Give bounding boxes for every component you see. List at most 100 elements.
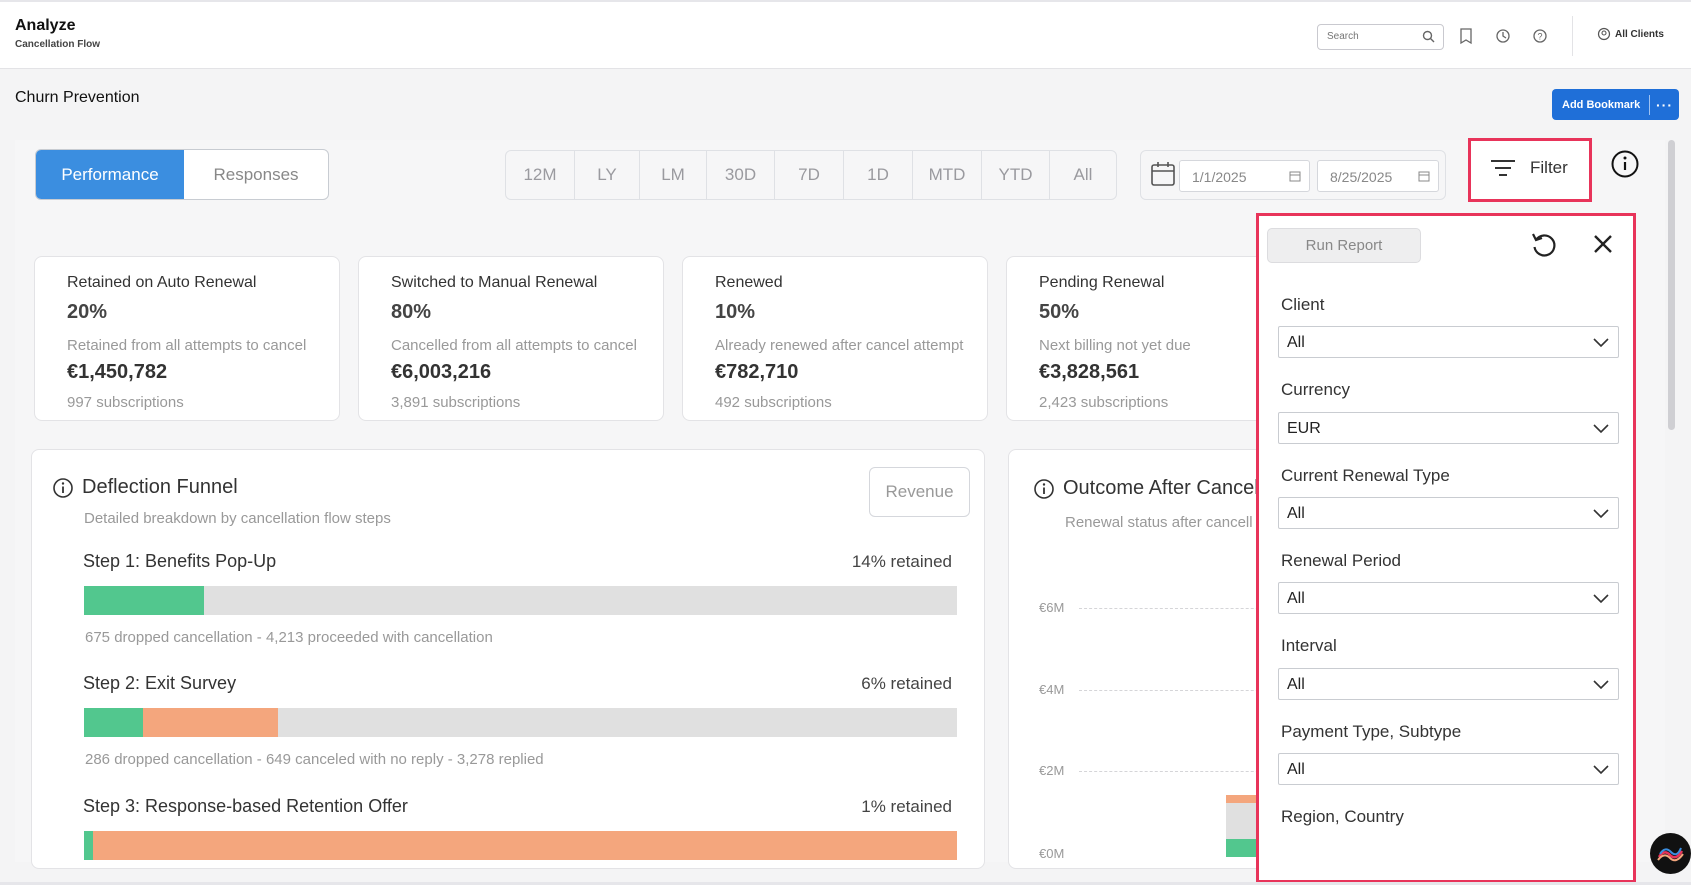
- payment-type-select[interactable]: All: [1278, 753, 1619, 785]
- filter-button[interactable]: Filter: [1468, 138, 1592, 202]
- chevron-down-icon: [1593, 509, 1609, 519]
- range-30d[interactable]: 30D: [707, 151, 775, 199]
- chevron-down-icon: [1593, 680, 1609, 690]
- outcome-title-text: Outcome After Cancel: [1063, 477, 1259, 499]
- info-icon[interactable]: [1610, 149, 1640, 179]
- kpi-value: €3,828,561: [1039, 361, 1140, 383]
- step-progress-bar: [84, 708, 957, 737]
- range-1d[interactable]: 1D: [844, 151, 913, 199]
- step-retained: 14% retained: [851, 552, 952, 571]
- payment-type-value: All: [1287, 761, 1305, 778]
- funnel-subtitle: Detailed breakdown by cancellation flow …: [84, 510, 391, 527]
- tab-performance[interactable]: Performance: [36, 150, 184, 199]
- kpi-percent: 50%: [1039, 301, 1080, 323]
- step-note: 675 dropped cancellation - 4,213 proceed…: [85, 629, 493, 646]
- end-date-field[interactable]: 8/25/2025: [1317, 160, 1439, 192]
- outcome-title: Outcome After Cancel: [1033, 477, 1259, 500]
- currency-value: EUR: [1287, 420, 1321, 437]
- kpi-subscriptions: 997 subscriptions: [67, 394, 184, 411]
- header-divider: [1572, 16, 1573, 56]
- kpi-description: Retained from all attempts to cancel: [67, 337, 307, 354]
- mini-calendar-icon: [1418, 171, 1430, 182]
- chevron-down-icon: [1593, 594, 1609, 604]
- renewal-type-select[interactable]: All: [1278, 497, 1619, 529]
- more-options-icon[interactable]: ···: [1656, 96, 1673, 113]
- clients-icon: [1597, 27, 1611, 41]
- run-report-button[interactable]: Run Report: [1267, 228, 1421, 263]
- chevron-down-icon: [1593, 424, 1609, 434]
- page-title: Churn Prevention: [15, 89, 140, 106]
- app-title: Analyze: [15, 17, 76, 34]
- range-all[interactable]: All: [1073, 165, 1093, 184]
- kpi-card-renewed: Renewed 10% Already renewed after cancel…: [682, 256, 988, 421]
- funnel-title-text: Deflection Funnel: [82, 476, 238, 498]
- chevron-down-icon: [1593, 338, 1609, 348]
- kpi-title: Retained on Auto Renewal: [67, 274, 257, 291]
- close-icon[interactable]: [1591, 232, 1615, 256]
- all-clients-selector[interactable]: All Clients: [1597, 27, 1664, 41]
- interval-select[interactable]: All: [1278, 668, 1619, 700]
- client-select[interactable]: All: [1278, 326, 1619, 358]
- client-value: All: [1287, 334, 1305, 351]
- reset-icon[interactable]: [1529, 230, 1559, 260]
- page-scrollbar[interactable]: [1668, 140, 1675, 430]
- kpi-subscriptions: 2,423 subscriptions: [1039, 394, 1169, 411]
- currency-select[interactable]: EUR: [1278, 412, 1619, 444]
- no-reply-segment: [143, 708, 278, 737]
- kpi-title: Switched to Manual Renewal: [391, 274, 598, 291]
- bottom-border: [0, 882, 1691, 885]
- bookmark-separator: [1649, 94, 1650, 115]
- app-subtitle: Cancellation Flow: [15, 39, 101, 50]
- range-ytd[interactable]: YTD: [982, 151, 1050, 199]
- range-ly[interactable]: LY: [575, 151, 640, 199]
- y-tick-label: €6M: [1039, 600, 1065, 615]
- y-tick-label: €4M: [1039, 682, 1065, 697]
- history-icon[interactable]: [1494, 27, 1512, 45]
- retained-segment: [84, 586, 205, 615]
- filter-interval-label: Interval: [1281, 636, 1337, 655]
- kpi-percent: 10%: [715, 301, 756, 323]
- tab-responses[interactable]: Responses: [213, 164, 299, 184]
- range-12m[interactable]: 12M: [506, 151, 575, 199]
- chevron-down-icon: [1593, 765, 1609, 775]
- y-tick-label: €2M: [1039, 763, 1065, 778]
- bookmark-icon[interactable]: [1457, 27, 1475, 45]
- start-date-field[interactable]: 1/1/2025: [1179, 160, 1310, 192]
- kpi-subscriptions: 3,891 subscriptions: [391, 394, 521, 411]
- renewal-period-value: All: [1287, 590, 1305, 607]
- y-tick-label: €0M: [1039, 846, 1065, 861]
- grid-line: [1079, 771, 1267, 772]
- info-icon[interactable]: [1033, 478, 1055, 500]
- assistant-launcher-button[interactable]: [1650, 833, 1691, 874]
- kpi-description: Next billing not yet due: [1039, 337, 1191, 354]
- funnel-title: Deflection Funnel: [52, 476, 238, 499]
- search-box[interactable]: [1317, 24, 1444, 50]
- kpi-percent: 20%: [67, 301, 108, 323]
- interval-value: All: [1287, 676, 1305, 693]
- assistant-logo-icon: [1657, 847, 1684, 862]
- bar-segment-orange: [1226, 795, 1266, 803]
- kpi-value: €782,710: [715, 361, 799, 383]
- range-lm[interactable]: LM: [640, 151, 707, 199]
- add-bookmark-button[interactable]: Add Bookmark ···: [1552, 89, 1679, 120]
- outcome-subtitle: Renewal status after cancell: [1065, 514, 1253, 531]
- help-icon[interactable]: ?: [1531, 27, 1549, 45]
- step-progress-bar: [84, 831, 957, 860]
- renewal-period-select[interactable]: All: [1278, 582, 1619, 614]
- info-icon[interactable]: [52, 477, 74, 499]
- calendar-icon[interactable]: [1150, 160, 1176, 188]
- outcome-after-cancel-card: Outcome After Cancel Renewal status afte…: [1008, 449, 1268, 869]
- range-mtd[interactable]: MTD: [913, 151, 982, 199]
- search-input[interactable]: [1327, 31, 1417, 42]
- clients-label: All Clients: [1615, 28, 1664, 40]
- filter-payment-type-label: Payment Type, Subtype: [1281, 722, 1462, 741]
- range-7d[interactable]: 7D: [775, 151, 844, 199]
- filter-icon: [1491, 160, 1515, 176]
- kpi-value: €6,003,216: [391, 361, 492, 383]
- revenue-toggle-button[interactable]: Revenue: [869, 467, 970, 517]
- svg-text:?: ?: [1537, 32, 1542, 42]
- start-date-value: 1/1/2025: [1192, 169, 1247, 185]
- step-name: Step 3: Response-based Retention Offer: [83, 796, 408, 816]
- top-header: Analyze Cancellation Flow ? All Clients: [0, 0, 1691, 69]
- step-name: Step 1: Benefits Pop-Up: [83, 551, 277, 571]
